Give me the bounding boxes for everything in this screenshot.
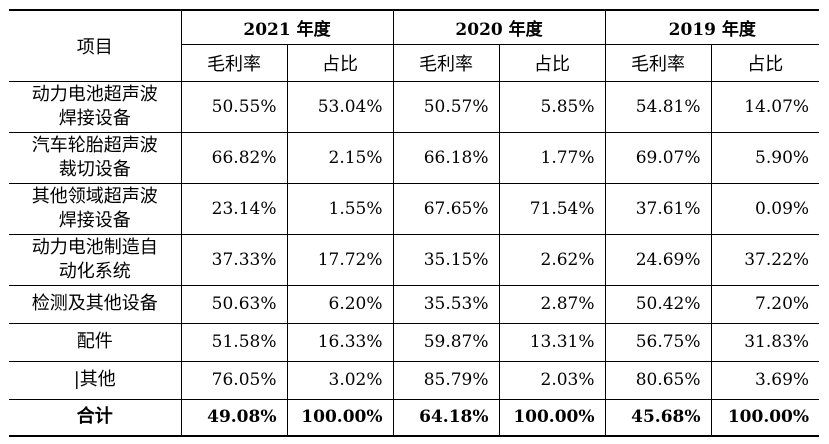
metric-header-share-2020: 占比 (498, 43, 606, 82)
item-column-header: 项目 (9, 9, 182, 82)
total-gross-margin-2021: 49.08% (180, 398, 288, 437)
cell-share-2020: 13.31% (498, 322, 606, 362)
cell-share-2021: 6.20% (286, 284, 394, 324)
cell-share-2019: 5.90% (710, 131, 820, 184)
table-row: 检测及其他设备 50.63% 6.20% 35.53% 2.87% 50.42% 7.20% (9, 284, 820, 324)
cell-gross-margin-2021: 76.05% (180, 360, 288, 400)
year-header-2019: 2019 年度 (604, 9, 820, 45)
year-header-2021: 2021 年度 (180, 9, 394, 45)
cell-share-2019: 14.07% (710, 80, 820, 133)
cell-share-2020: 2.87% (498, 284, 606, 324)
table-row: 配件 51.58% 16.33% 59.87% 13.31% 56.75% 31.83% (9, 322, 820, 362)
cell-gross-margin-2020: 59.87% (392, 322, 500, 362)
row-label: 检测及其他设备 (9, 284, 182, 324)
cell-share-2021: 17.72% (286, 233, 394, 286)
cell-share-2021: 1.55% (286, 182, 394, 235)
table-row: 其他领域超声波 焊接设备 23.14% 1.55% 67.65% 71.54% 37.61%… (9, 182, 820, 235)
row-label-line: 配件 (76, 331, 113, 352)
table-row: 汽车轮胎超声波 裁切设备 66.82% 2.15% 66.18% 1.77% 69.07% 5… (9, 131, 820, 184)
table-row: 动力电池超声波 焊接设备 50.55% 53.04% 50.57% 5.85% 54.81%… (9, 80, 820, 133)
cell-share-2019: 31.83% (710, 322, 820, 362)
cell-share-2019: 3.69% (710, 360, 820, 400)
row-label-line: 汽车轮胎超声波 (31, 134, 158, 156)
cell-gross-margin-2021: 51.58% (180, 322, 288, 362)
row-label-line: 焊接设备 (58, 209, 131, 231)
total-label: 合计 (9, 398, 182, 437)
cell-gross-margin-2021: 50.55% (180, 80, 288, 133)
cell-share-2020: 71.54% (498, 182, 606, 235)
cell-gross-margin-2020: 35.53% (392, 284, 500, 324)
table-body: 动力电池超声波 焊接设备 50.55% 53.04% 50.57% 5.85% 54.81%… (9, 80, 820, 437)
cell-gross-margin-2021: 50.63% (180, 284, 288, 324)
cell-gross-margin-2020: 50.57% (392, 80, 500, 133)
cell-gross-margin-2019: 54.81% (604, 80, 712, 133)
cell-share-2019: 37.22% (710, 233, 820, 286)
cell-gross-margin-2019: 24.69% (604, 233, 712, 286)
table-row: |其他 76.05% 3.02% 85.79% 2.03% 80.65% 3.69% (9, 360, 820, 400)
metric-header-gross-margin-2019: 毛利率 (604, 43, 712, 82)
row-label-line: 裁切设备 (58, 158, 131, 180)
cell-gross-margin-2020: 67.65% (392, 182, 500, 235)
total-share-2019: 100.00% (710, 398, 820, 437)
cell-gross-margin-2019: 80.65% (604, 360, 712, 400)
gross-margin-table: 项目 2021 年度 2020 年度 2019 年度 毛利率 占比 毛利率 占比… (9, 9, 820, 437)
row-label-line: 焊接设备 (58, 107, 131, 129)
year-header-row: 项目 2021 年度 2020 年度 2019 年度 (9, 9, 820, 82)
cell-gross-margin-2021: 66.82% (180, 131, 288, 184)
metric-header-gross-margin-2021: 毛利率 (180, 43, 288, 82)
metric-header-gross-margin-2020: 毛利率 (392, 43, 500, 82)
total-gross-margin-2020: 64.18% (392, 398, 500, 437)
cell-share-2021: 16.33% (286, 322, 394, 362)
cell-gross-margin-2021: 23.14% (180, 182, 288, 235)
total-share-2021: 100.00% (286, 398, 394, 437)
gross-margin-table-container: 项目 2021 年度 2020 年度 2019 年度 毛利率 占比 毛利率 占比… (9, 9, 820, 437)
row-label: 配件 (9, 322, 182, 362)
cell-share-2019: 7.20% (710, 284, 820, 324)
row-label-line: 动力电池超声波 (31, 83, 158, 105)
row-label: 动力电池制造自 动化系统 (9, 233, 182, 286)
cell-share-2021: 3.02% (286, 360, 394, 400)
row-label: |其他 (9, 360, 182, 400)
total-row: 合计 49.08% 100.00% 64.18% 100.00% 45.68% 100.00… (9, 398, 820, 437)
cell-gross-margin-2021: 37.33% (180, 233, 288, 286)
total-share-2020: 100.00% (498, 398, 606, 437)
row-label-line: 动化系统 (58, 260, 131, 282)
cell-share-2021: 53.04% (286, 80, 394, 133)
cell-share-2019: 0.09% (710, 182, 820, 235)
row-label: 动力电池超声波 焊接设备 (9, 80, 182, 133)
row-label-line: |其他 (73, 369, 116, 390)
row-label-line: 检测及其他设备 (31, 293, 158, 314)
cell-share-2020: 2.62% (498, 233, 606, 286)
cell-gross-margin-2019: 37.61% (604, 182, 712, 235)
row-label-line: 动力电池制造自 (31, 236, 158, 258)
metric-header-row: 毛利率 占比 毛利率 占比 毛利率 占比 (9, 43, 820, 82)
cell-gross-margin-2019: 50.42% (604, 284, 712, 324)
cell-share-2020: 5.85% (498, 80, 606, 133)
cell-gross-margin-2019: 69.07% (604, 131, 712, 184)
cell-gross-margin-2019: 56.75% (604, 322, 712, 362)
cell-share-2021: 2.15% (286, 131, 394, 184)
total-gross-margin-2019: 45.68% (604, 398, 712, 437)
cell-gross-margin-2020: 35.15% (392, 233, 500, 286)
cell-share-2020: 1.77% (498, 131, 606, 184)
cell-gross-margin-2020: 66.18% (392, 131, 500, 184)
metric-header-share-2019: 占比 (710, 43, 820, 82)
row-label-line: 其他领域超声波 (31, 185, 158, 207)
row-label: 其他领域超声波 焊接设备 (9, 182, 182, 235)
year-header-2020: 2020 年度 (392, 9, 606, 45)
cell-share-2020: 2.03% (498, 360, 606, 400)
metric-header-share-2021: 占比 (286, 43, 394, 82)
row-label: 汽车轮胎超声波 裁切设备 (9, 131, 182, 184)
table-row: 动力电池制造自 动化系统 37.33% 17.72% 35.15% 2.62% 24.69%… (9, 233, 820, 286)
cell-gross-margin-2020: 85.79% (392, 360, 500, 400)
